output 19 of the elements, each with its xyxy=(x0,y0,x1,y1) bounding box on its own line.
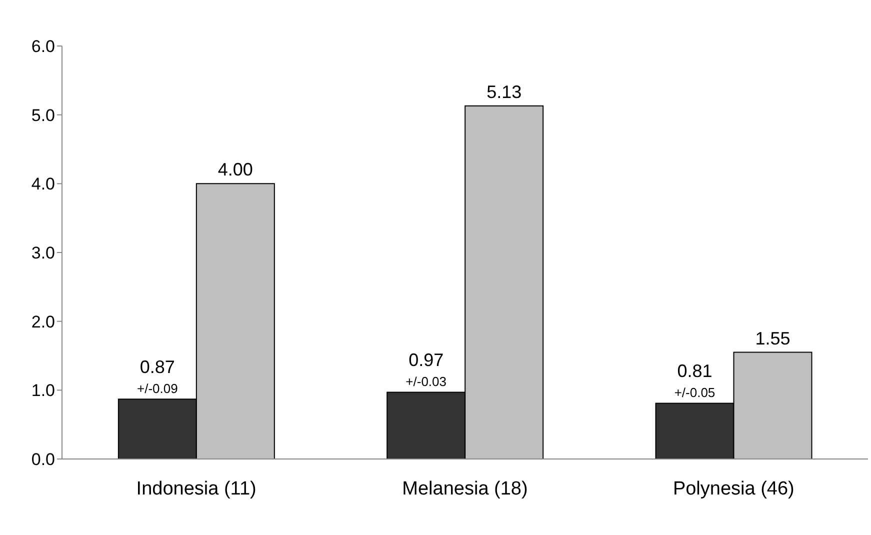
y-tick-label: 4.0 xyxy=(31,174,55,194)
y-tick-label: 0.0 xyxy=(31,450,55,470)
y-tick-label: 5.0 xyxy=(31,106,55,125)
x-tick-label: Polynesia (46) xyxy=(672,478,794,500)
data-label: 0.81 xyxy=(677,361,712,382)
annotation: +/-0.03 xyxy=(406,374,447,390)
data-label: 5.13 xyxy=(486,82,522,102)
annotation: +/-0.05 xyxy=(674,385,716,400)
y-tick-label: 1.0 xyxy=(31,381,55,400)
y-tick-label: 6.0 xyxy=(31,37,55,56)
data-label: 0.87 xyxy=(140,357,175,378)
data-label: 4.00 xyxy=(218,160,253,180)
y-tick-label: 2.0 xyxy=(31,312,55,332)
annotation: +/-0.09 xyxy=(137,381,178,396)
x-tick-label: Indonesia (11) xyxy=(136,478,256,500)
x-tick-label: Melanesia (18) xyxy=(402,478,528,500)
data-label: 1.55 xyxy=(755,328,790,348)
data-label: 0.97 xyxy=(408,350,444,370)
y-tick-label: 3.0 xyxy=(31,244,55,263)
